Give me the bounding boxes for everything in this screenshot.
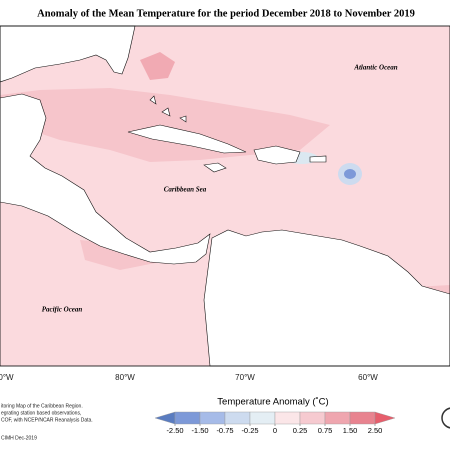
- warm-patch: [80, 240, 160, 270]
- land-hispaniola: [253, 145, 301, 165]
- ocean-label: Atlantic Ocean: [353, 64, 397, 72]
- legend-tick-label: 0: [273, 426, 277, 435]
- credit-text: COF, with NCEP/NCAR Reanalysis Data.: [1, 417, 93, 423]
- land-bahamas: [149, 95, 187, 123]
- legend-swatch: [249, 411, 276, 425]
- legend-tick-label: -1.50: [191, 426, 208, 435]
- credit-text: CIMH Dec-2019: [1, 435, 37, 441]
- legend-tick-label: 0.75: [318, 426, 333, 435]
- legend-swatch: [154, 411, 176, 425]
- longitude-label: 60°W: [358, 373, 378, 382]
- land-cuba: [127, 124, 247, 154]
- legend-swatch: [324, 411, 351, 425]
- longitude-label: 0°W: [0, 373, 14, 382]
- legend-tick-label: 1.50: [343, 426, 358, 435]
- longitude-label: 70°W: [235, 373, 255, 382]
- warm-band: [0, 88, 330, 162]
- land-central-america: [0, 93, 211, 265]
- ocean-label: Pacific Ocean: [42, 306, 83, 314]
- legend-swatch: [274, 411, 301, 425]
- legend-tick-label: -0.75: [216, 426, 233, 435]
- legend-swatch: [199, 411, 226, 425]
- legend-swatch: [224, 411, 251, 425]
- legend-tick-label: 0.25: [293, 426, 308, 435]
- legend-tick-label: -2.50: [166, 426, 183, 435]
- legend-tick-label: 2.50: [368, 426, 383, 435]
- legend-swatch: [349, 411, 376, 425]
- cool-patch: [344, 169, 356, 179]
- legend-tick-label: -0.25: [241, 426, 258, 435]
- logo: [441, 407, 450, 429]
- longitude-label: 80°W: [115, 373, 135, 382]
- land-jamaica: [203, 162, 227, 173]
- credit-text: itoring Map of the Caribbean Region.: [1, 403, 83, 409]
- legend-swatch: [299, 411, 326, 425]
- ocean-label: Caribbean Sea: [164, 186, 207, 194]
- credit-text: egrating station based observations,: [1, 410, 81, 416]
- map-title: Anomaly of the Mean Temperature for the …: [37, 8, 415, 19]
- land-north-america: [0, 25, 136, 83]
- map-area: [0, 25, 450, 367]
- legend-swatch: [374, 411, 396, 425]
- land-puerto-rico: [309, 155, 327, 163]
- warm-patch: [140, 52, 175, 80]
- legend-swatch: [174, 411, 201, 425]
- map-frame: [0, 25, 450, 367]
- legend-title: Temperature Anomaly (˚C): [217, 397, 328, 408]
